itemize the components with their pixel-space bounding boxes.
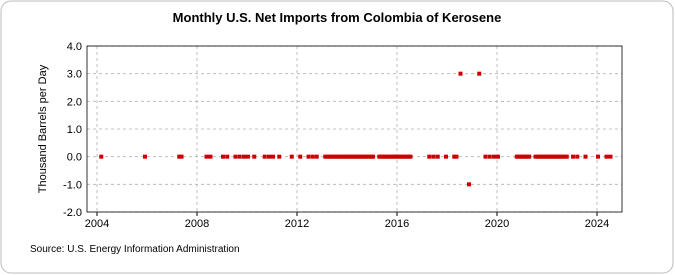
point — [452, 154, 457, 159]
point — [233, 154, 238, 159]
y-tick-label: -1.0 — [63, 179, 82, 191]
point — [177, 154, 182, 159]
point — [477, 71, 482, 76]
x-tick-label: 2016 — [385, 218, 409, 230]
point — [333, 154, 338, 159]
point — [289, 154, 294, 159]
point — [246, 154, 250, 159]
y-tick-label: 1.0 — [67, 124, 82, 136]
point — [467, 182, 471, 187]
point — [208, 154, 213, 159]
point — [389, 154, 394, 159]
point — [277, 154, 282, 159]
point — [539, 154, 544, 159]
point — [352, 154, 357, 159]
point — [444, 154, 448, 159]
point — [383, 154, 388, 159]
x-tick-label: 2012 — [285, 218, 309, 230]
point — [99, 154, 104, 159]
point — [271, 154, 275, 159]
source-note: Source: U.S. Energy Information Administ… — [30, 244, 240, 255]
chart-title: Monthly U.S. Net Imports from Colombia o… — [173, 10, 502, 25]
point — [377, 154, 382, 159]
point — [487, 154, 492, 159]
point — [604, 154, 609, 159]
point — [575, 154, 580, 159]
point — [454, 154, 459, 159]
point — [225, 154, 230, 159]
point — [396, 154, 400, 159]
point — [496, 154, 500, 159]
x-tick-label: 2020 — [485, 218, 509, 230]
y-tick-label: 4.0 — [67, 41, 82, 53]
point — [267, 154, 271, 159]
point — [339, 154, 344, 159]
point — [327, 154, 332, 159]
y-tick-label: 2.0 — [67, 96, 82, 108]
point — [514, 154, 519, 159]
point — [402, 154, 407, 159]
point — [596, 154, 600, 159]
point — [435, 154, 440, 159]
point — [204, 154, 209, 159]
point — [552, 154, 557, 159]
y-tick-label: 0.0 — [67, 152, 82, 164]
point — [483, 154, 488, 159]
y-tick-label: -2.0 — [63, 207, 82, 219]
point — [564, 154, 569, 159]
point — [408, 154, 413, 159]
point — [262, 154, 267, 159]
point — [608, 154, 613, 159]
point — [427, 154, 432, 159]
point — [242, 154, 246, 159]
point — [521, 154, 525, 159]
y-tick-label: 3.0 — [67, 69, 82, 81]
point — [310, 154, 315, 159]
point — [221, 154, 225, 159]
point — [371, 154, 375, 159]
point — [179, 154, 184, 159]
point — [252, 154, 257, 159]
point — [571, 154, 575, 159]
point — [143, 154, 147, 159]
point — [527, 154, 532, 159]
y-axis-label: Thousand Barrels per Day — [37, 64, 49, 193]
point — [346, 154, 350, 159]
point — [533, 154, 538, 159]
point — [237, 154, 242, 159]
point — [306, 154, 311, 159]
point — [358, 154, 363, 159]
point — [558, 154, 563, 159]
x-tick-label: 2004 — [85, 218, 109, 230]
point — [458, 71, 463, 76]
point — [364, 154, 369, 159]
x-tick-label: 2008 — [185, 218, 209, 230]
x-tick-label: 2024 — [585, 218, 609, 230]
point — [492, 154, 496, 159]
point — [314, 154, 319, 159]
point — [298, 154, 303, 159]
point — [583, 154, 588, 159]
plot-border — [86, 45, 623, 213]
point — [546, 154, 550, 159]
point — [431, 154, 436, 159]
